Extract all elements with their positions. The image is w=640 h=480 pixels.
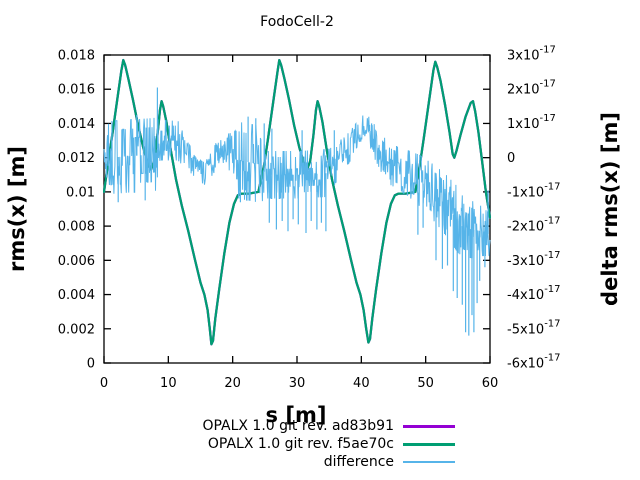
y-left-tick-label: 0.004 (58, 288, 95, 303)
legend-item: OPALX 1.0 git rev. f5ae70c (202, 435, 455, 453)
x-tick-label: 40 (353, 376, 370, 391)
legend-item: difference (202, 453, 455, 471)
legend-swatch-line (403, 461, 455, 463)
y-left-tick-label: 0.018 (58, 49, 95, 64)
x-axis-label: s [m] (265, 403, 327, 427)
x-tick-label: 0 (100, 376, 108, 391)
y-left-tick-label: 0.014 (58, 117, 95, 132)
legend-swatch-line (403, 424, 455, 428)
x-tick-label: 30 (289, 376, 306, 391)
legend-label: OPALX 1.0 git rev. ad83b91 (202, 418, 394, 434)
y-right-tick-label: -1x10-17 (507, 181, 561, 200)
x-tick-label: 50 (417, 376, 434, 391)
right-axis-label: delta rms(x) [m] (598, 112, 622, 306)
series-line-1 (103, 58, 491, 346)
x-tick-label: 60 (482, 376, 499, 391)
y-left-tick-label: 0.01 (66, 185, 95, 200)
y-right-tick-label: -2x10-17 (507, 216, 561, 235)
y-right-tick-label: -5x10-17 (507, 318, 561, 337)
y-left-tick-label: 0.006 (58, 254, 95, 269)
y-left-tick-label: 0.012 (58, 151, 95, 166)
chart-title: FodoCell-2 (260, 14, 334, 30)
series-spikes-2 (117, 87, 489, 336)
y-right-tick-label: -6x10-17 (507, 353, 561, 372)
y-left-tick-label: 0.002 (58, 322, 95, 337)
x-tick-label: 10 (160, 376, 177, 391)
x-tick-label: 20 (224, 376, 241, 391)
legend-label: difference (323, 454, 394, 470)
legend-swatch-line (403, 442, 455, 446)
legend-item: OPALX 1.0 git rev. ad83b91 (202, 417, 455, 435)
axes (103, 54, 491, 364)
y-left-tick-label: 0.016 (58, 83, 95, 98)
y-right-tick-label: 3x10-17 (507, 45, 556, 64)
y-right-tick-label: 1x10-17 (507, 113, 556, 132)
y-right-tick-label: -4x10-17 (507, 284, 561, 303)
legend-label: OPALX 1.0 git rev. f5ae70c (207, 436, 394, 452)
y-right-tick-label: 2x10-17 (507, 79, 556, 98)
tick-labels: 0 10 20 30 40 50 60 0 0.002 0.004 0.006 0.008 0.01 0.… (58, 45, 561, 392)
y-left-tick-label: 0.008 (58, 220, 95, 235)
legend: OPALX 1.0 git rev. ad83b91 OPALX 1.0 git… (202, 417, 455, 471)
y-right-tick-label: -3x10-17 (507, 250, 561, 269)
y-right-tick-label: 0 (507, 151, 515, 166)
y-left-tick-label: 0 (87, 357, 95, 372)
left-axis-label: rms(x) [m] (5, 146, 29, 272)
series-line-2 (103, 115, 491, 259)
